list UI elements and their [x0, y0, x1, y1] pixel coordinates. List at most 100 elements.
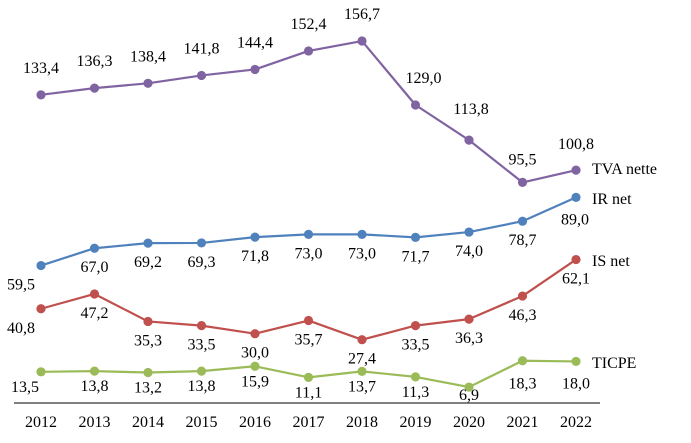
data-label: 71,8 [241, 248, 269, 265]
x-tick-label: 2018 [346, 414, 378, 431]
data-point [303, 372, 314, 382]
data-label: 13,8 [188, 378, 216, 395]
series-name-label: IR net [592, 191, 632, 208]
data-label: 18,0 [562, 375, 590, 392]
data-point [36, 90, 46, 100]
data-label: 6,9 [459, 387, 479, 404]
data-point [196, 238, 207, 248]
data-point [410, 372, 421, 382]
data-label: 69,2 [134, 254, 162, 271]
data-label: 71,7 [402, 248, 430, 265]
data-point [571, 165, 581, 175]
data-point [357, 335, 367, 345]
data-label: 35,7 [295, 332, 323, 349]
data-label: 11,3 [402, 384, 429, 401]
x-tick-label: 2021 [507, 414, 539, 431]
data-point [517, 356, 528, 366]
series-line [40, 258, 577, 341]
data-point [517, 216, 528, 226]
data-label: 113,8 [453, 101, 488, 118]
data-point [250, 232, 260, 242]
data-label: 133,4 [23, 60, 59, 77]
data-point [250, 361, 260, 371]
data-label: 36,3 [455, 330, 483, 347]
data-label: 74,0 [455, 243, 483, 260]
x-tick-label: 2016 [239, 414, 271, 431]
data-label: 141,8 [184, 40, 220, 57]
data-label: 69,3 [188, 254, 216, 271]
data-label: 78,7 [509, 232, 537, 249]
data-point [517, 291, 528, 301]
data-point [571, 356, 581, 367]
data-point [410, 321, 421, 331]
data-point [250, 329, 260, 339]
data-point [36, 304, 46, 314]
x-tick-label: 2017 [293, 414, 325, 431]
series-name-label: TICPE [592, 355, 636, 372]
data-label: 138,4 [130, 48, 166, 65]
series-name-label: TVA nette [592, 161, 657, 178]
data-point [303, 315, 314, 326]
data-point [196, 321, 207, 331]
data-label: 13,5 [11, 379, 39, 396]
data-label: 73,0 [295, 245, 323, 262]
data-point [464, 382, 474, 392]
data-label: 156,7 [344, 6, 380, 23]
data-label: 33,5 [402, 337, 430, 354]
data-point [303, 46, 314, 56]
x-tick-label: 2012 [25, 414, 57, 431]
data-label: 67,0 [81, 259, 109, 276]
data-point [410, 100, 421, 110]
data-point [357, 36, 367, 46]
data-point [303, 229, 314, 239]
data-point [89, 366, 100, 376]
data-point [89, 289, 100, 299]
x-tick-label: 2013 [79, 414, 111, 431]
data-point [143, 78, 153, 88]
x-tick-label: 2019 [400, 414, 432, 431]
data-point [357, 229, 367, 239]
data-point [464, 135, 474, 145]
data-label: 13,2 [134, 380, 162, 397]
data-point [250, 64, 260, 75]
data-point [196, 366, 207, 376]
data-label: 15,9 [241, 373, 269, 390]
data-label: 59,5 [7, 277, 35, 294]
data-point [464, 314, 474, 324]
data-point [143, 367, 153, 378]
data-point [571, 192, 581, 203]
data-point [571, 254, 581, 265]
series-name-label: IS net [592, 253, 630, 270]
data-label: 18,3 [509, 376, 537, 393]
x-tick-label: 2022 [560, 414, 592, 431]
data-label: 30,0 [241, 345, 269, 362]
x-tick-label: 2014 [132, 414, 164, 431]
data-point [36, 367, 46, 377]
data-label: 73,0 [348, 245, 376, 262]
data-label: 13,8 [81, 378, 109, 395]
series-line [40, 39, 577, 184]
data-point [357, 366, 367, 376]
data-point [89, 243, 100, 253]
data-label: 144,4 [237, 34, 273, 51]
data-point [36, 260, 46, 271]
data-point [143, 316, 153, 327]
data-label: 152,4 [291, 16, 327, 33]
data-point [464, 227, 474, 237]
data-label: 129,0 [406, 70, 442, 87]
data-point [517, 177, 528, 187]
x-tick-label: 2020 [453, 414, 485, 431]
data-label: 46,3 [509, 307, 537, 324]
data-label: 13,7 [348, 378, 376, 395]
data-label: 47,2 [81, 305, 109, 322]
data-label: 100,8 [558, 136, 594, 153]
data-label: 62,1 [562, 271, 590, 288]
data-label: 95,5 [509, 151, 537, 168]
data-label: 33,5 [188, 337, 216, 354]
data-point [196, 70, 207, 81]
data-label: 11,1 [295, 384, 322, 401]
data-point [89, 83, 100, 93]
data-point [410, 232, 421, 242]
data-point [143, 238, 153, 248]
